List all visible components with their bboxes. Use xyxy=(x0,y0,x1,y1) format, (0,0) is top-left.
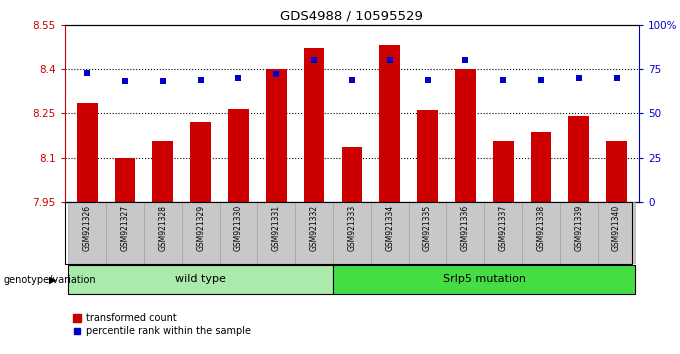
Bar xyxy=(417,110,438,202)
Text: GSM921332: GSM921332 xyxy=(309,205,319,251)
Bar xyxy=(371,202,409,264)
Text: wild type: wild type xyxy=(175,274,226,284)
Bar xyxy=(295,202,333,264)
Point xyxy=(82,70,92,75)
Bar xyxy=(341,147,362,202)
Text: GSM921334: GSM921334 xyxy=(385,205,394,251)
Bar xyxy=(409,202,446,264)
Bar xyxy=(455,69,476,202)
Point xyxy=(460,57,471,63)
Text: GSM921339: GSM921339 xyxy=(574,205,583,251)
Bar xyxy=(560,202,598,264)
Bar xyxy=(220,202,258,264)
Text: GSM921328: GSM921328 xyxy=(158,205,167,251)
Bar xyxy=(69,266,333,294)
Bar xyxy=(379,45,400,202)
Bar xyxy=(190,122,211,202)
Text: GSM921335: GSM921335 xyxy=(423,205,432,251)
Point xyxy=(384,57,395,63)
Point xyxy=(611,75,622,81)
Text: GSM921329: GSM921329 xyxy=(197,205,205,251)
Text: GSM921326: GSM921326 xyxy=(83,205,92,251)
Text: Srlp5 mutation: Srlp5 mutation xyxy=(443,274,526,284)
Bar xyxy=(77,103,98,202)
Bar xyxy=(484,202,522,264)
Bar xyxy=(228,109,249,202)
Text: GSM921330: GSM921330 xyxy=(234,205,243,251)
Point xyxy=(422,77,433,82)
Bar xyxy=(106,202,144,264)
Text: GSM921336: GSM921336 xyxy=(461,205,470,251)
Bar xyxy=(333,202,371,264)
Text: GSM921340: GSM921340 xyxy=(612,205,621,251)
Point xyxy=(535,77,546,82)
Point xyxy=(346,77,358,82)
Point xyxy=(195,77,206,82)
Point xyxy=(271,72,282,77)
Text: GSM921337: GSM921337 xyxy=(498,205,507,251)
Text: GSM921338: GSM921338 xyxy=(537,205,545,251)
Bar xyxy=(333,266,635,294)
Point xyxy=(120,79,131,84)
Bar xyxy=(568,116,589,202)
Bar xyxy=(182,202,220,264)
Text: GSM921331: GSM921331 xyxy=(272,205,281,251)
Bar xyxy=(144,202,182,264)
Bar xyxy=(266,69,287,202)
Bar xyxy=(606,141,627,202)
Bar xyxy=(115,158,135,202)
Point xyxy=(573,75,584,81)
Point xyxy=(498,77,509,82)
Point xyxy=(158,79,169,84)
Bar xyxy=(446,202,484,264)
Text: ▶: ▶ xyxy=(49,275,56,285)
Bar xyxy=(522,202,560,264)
Title: GDS4988 / 10595529: GDS4988 / 10595529 xyxy=(280,9,424,22)
Legend: transformed count, percentile rank within the sample: transformed count, percentile rank withi… xyxy=(69,309,255,340)
Point xyxy=(309,57,320,63)
Bar xyxy=(304,48,324,202)
Bar xyxy=(530,132,551,202)
Bar xyxy=(258,202,295,264)
Bar xyxy=(152,141,173,202)
Bar xyxy=(598,202,635,264)
Point xyxy=(233,75,244,81)
Text: genotype/variation: genotype/variation xyxy=(3,275,96,285)
Text: GSM921333: GSM921333 xyxy=(347,205,356,251)
Bar xyxy=(493,141,513,202)
Text: GSM921327: GSM921327 xyxy=(120,205,130,251)
Bar xyxy=(69,202,106,264)
